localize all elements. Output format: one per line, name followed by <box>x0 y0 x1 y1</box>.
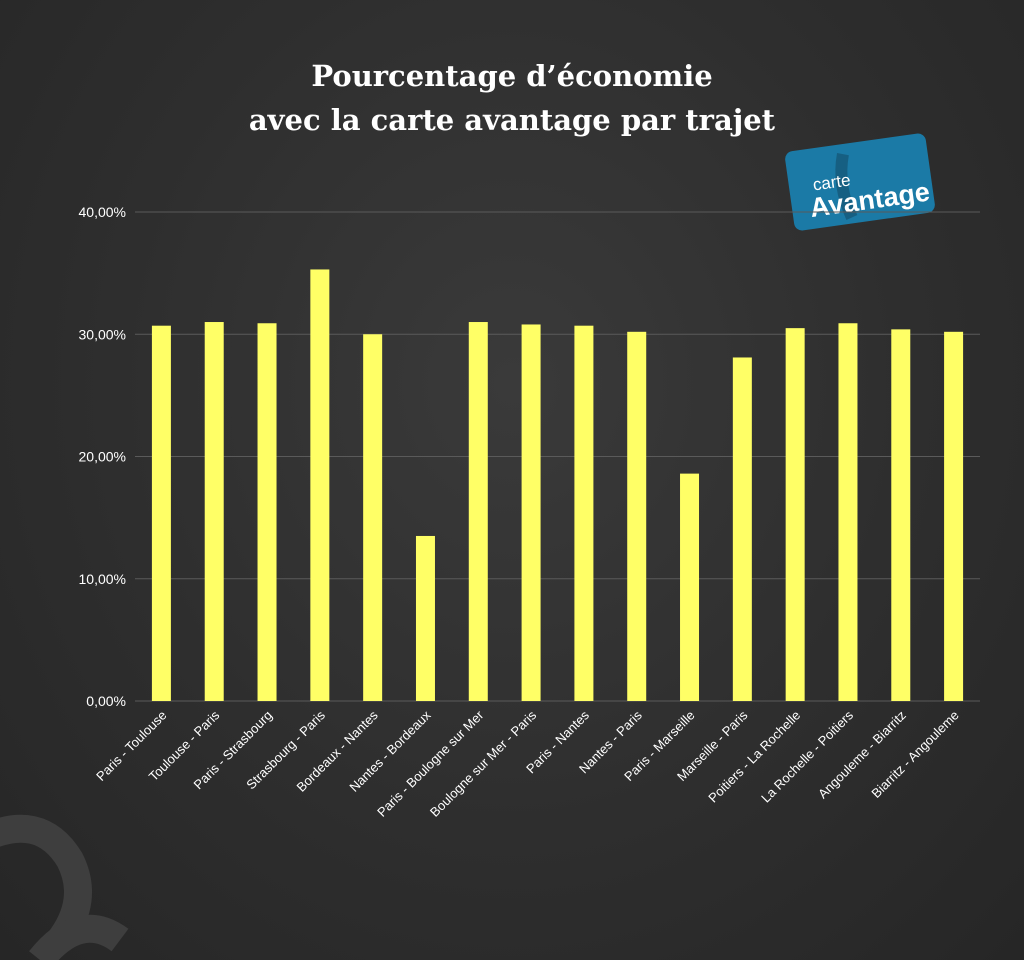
bar <box>838 323 858 701</box>
bar <box>785 328 805 701</box>
bar <box>415 535 435 701</box>
bar <box>151 325 171 701</box>
y-tick-label: 10,00% <box>79 571 126 587</box>
x-tick-label: Biarritz - Angouleme <box>868 708 961 801</box>
bar <box>627 331 647 701</box>
x-tick-label: Boulogne sur Mer - Paris <box>427 707 540 820</box>
decoration-stroke-2 <box>29 914 129 960</box>
y-tick-label: 40,00% <box>79 204 126 220</box>
chart-title: Pourcentage d’économie avec la carte ava… <box>0 54 1024 142</box>
y-axis: 0,00% 10,00% 20,00% 30,00% 40,00% <box>79 204 126 709</box>
x-tick-label: Angouleme - Biarritz <box>815 708 909 802</box>
x-tick-label: Paris - Boulogne sur Mer <box>374 707 487 820</box>
logo-card <box>785 133 935 231</box>
bar <box>574 325 594 701</box>
y-tick-label: 30,00% <box>79 326 126 342</box>
carte-avantage-logo: carte Avantage <box>785 133 935 231</box>
bar <box>891 329 911 701</box>
chart-title-line-2: avec la carte avantage par trajet <box>248 103 776 137</box>
chart-title-line-1: Pourcentage d’économie <box>311 59 713 93</box>
x-tick-label: Poitiers - La Rochelle <box>705 708 803 806</box>
y-tick-label: 20,00% <box>79 449 126 465</box>
bar <box>944 331 964 701</box>
bar <box>680 473 700 701</box>
bar <box>363 334 383 701</box>
background-decoration <box>0 814 129 960</box>
bar <box>204 322 224 701</box>
bar <box>521 324 541 701</box>
bar <box>310 269 330 701</box>
bar <box>257 323 277 701</box>
decoration-stroke <box>0 814 92 949</box>
x-tick-label: La Rochelle - Poitiers <box>758 707 856 805</box>
bar <box>732 357 752 701</box>
bar <box>468 322 488 701</box>
y-tick-label: 0,00% <box>86 693 126 709</box>
bar-layer <box>151 269 964 701</box>
